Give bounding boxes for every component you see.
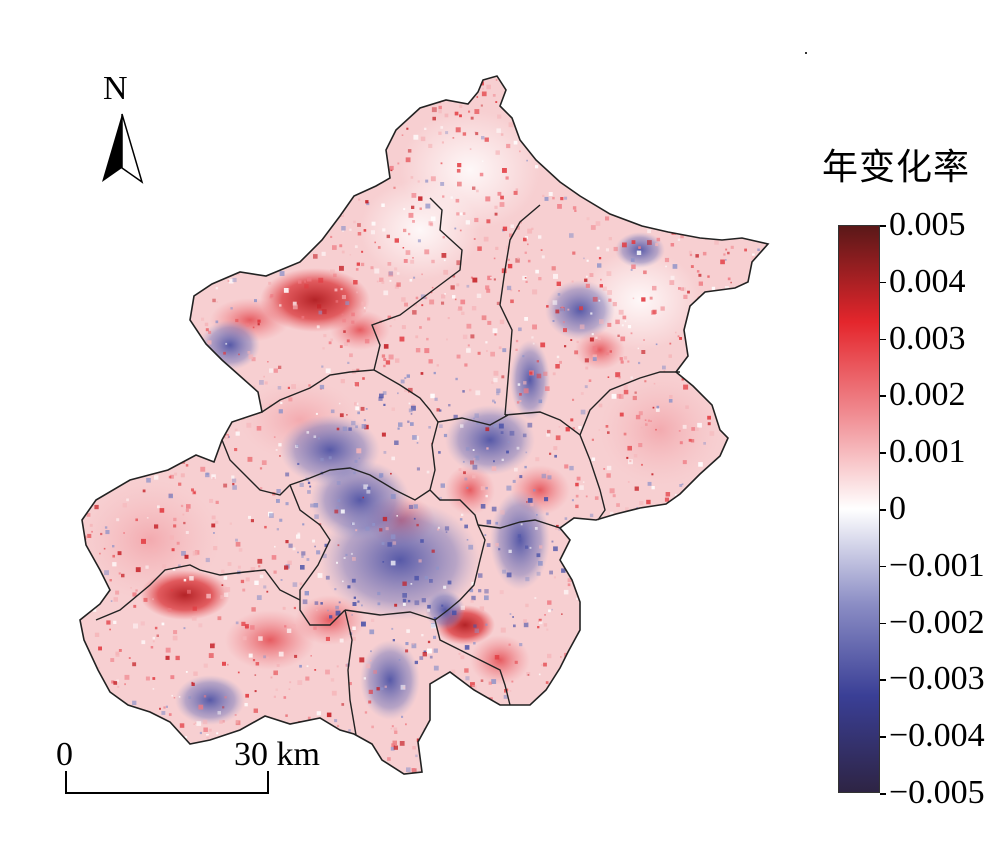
legend-tick [880,452,886,454]
legend-label: 0.003 [889,319,966,357]
legend-label: −0.003 [889,660,985,698]
legend-tick [880,736,886,738]
legend-label: 0.005 [889,206,966,243]
legend-label: 0 [889,490,906,527]
legend-title: 年变化率 [822,147,971,188]
legend-tick [880,395,886,397]
change-rate-raster [80,76,768,774]
legend-colorbar [838,225,880,793]
legend-tick [880,225,886,227]
legend-label: 0.002 [889,376,966,414]
legend-tick [880,338,886,341]
legend-tick [880,679,886,681]
legend-tick [880,793,886,795]
legend-tick [880,565,886,568]
legend-label: 0.001 [889,433,966,471]
north-arrow-label: N [103,70,128,107]
legend-label: −0.002 [889,603,985,641]
district-boundaries [79,75,769,775]
legend-label: −0.001 [889,546,985,584]
stray-dot [805,52,807,54]
scale-bar-line [65,771,269,794]
legend-label: −0.004 [889,717,985,755]
scale-end-label: 30 km [234,736,320,773]
legend-ticks [880,225,890,795]
north-arrow-icon [102,113,144,184]
legend-label: −0.005 [889,774,985,811]
legend-label: 0.004 [889,262,966,300]
legend-tick [880,509,886,511]
scale-start-label: 0 [56,736,73,773]
legend-tick [880,622,886,625]
legend-tick [880,281,886,284]
